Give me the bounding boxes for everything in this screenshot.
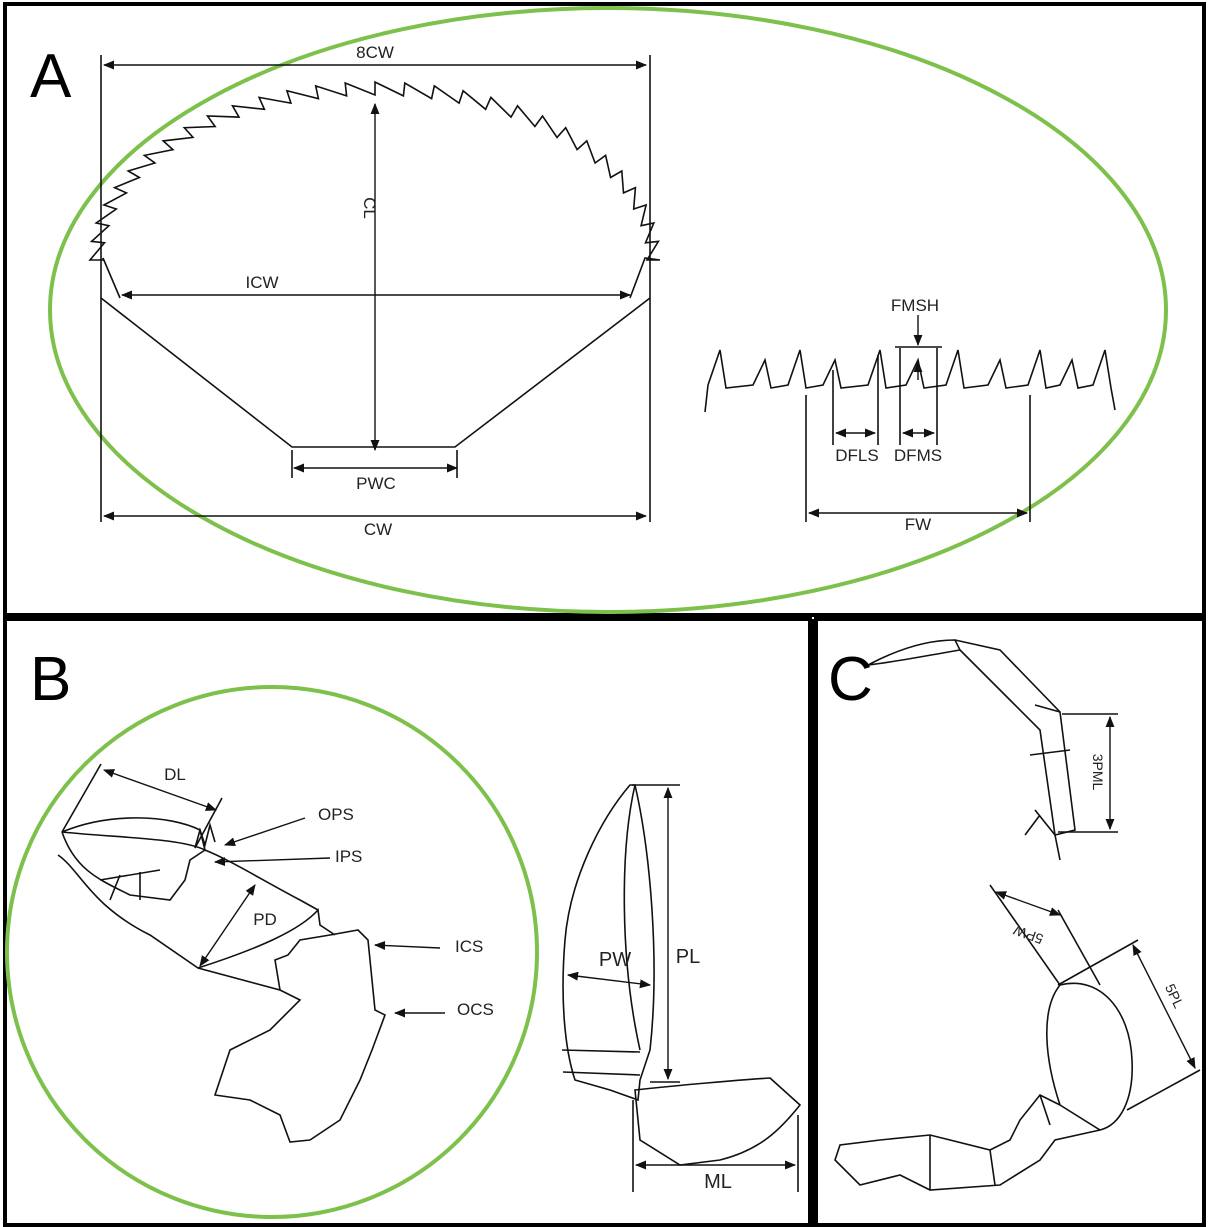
panel-label: C: [828, 645, 873, 714]
measure-label: FMSH: [891, 296, 939, 315]
measure-label: CW: [364, 520, 392, 539]
panel-label: A: [30, 42, 72, 111]
measure-label: PD: [253, 910, 277, 929]
measure-label: OCS: [457, 1000, 494, 1019]
measure-label: PL: [676, 946, 700, 968]
measure-label: IPS: [335, 847, 362, 866]
figure: A B C 8CW CL ICW PWC CW FMSH DFLS DFMS F…: [0, 0, 1208, 1227]
measure-label: OPS: [318, 805, 354, 824]
measure-label: DL: [164, 765, 186, 784]
measure-label: PWC: [356, 474, 396, 493]
measure-label: DFMS: [894, 446, 942, 465]
measure-label: FW: [905, 515, 931, 534]
measure-label: ICW: [245, 273, 278, 292]
measure-label: CL: [360, 197, 379, 219]
measure-label: ML: [704, 1171, 732, 1193]
measure-label: PW: [599, 949, 631, 971]
measure-label: DFLS: [835, 446, 878, 465]
panel-label: B: [30, 645, 71, 714]
measure-label: 8CW: [356, 43, 394, 62]
measure-label: ICS: [455, 937, 483, 956]
measure-label: 3PML: [1090, 754, 1106, 791]
